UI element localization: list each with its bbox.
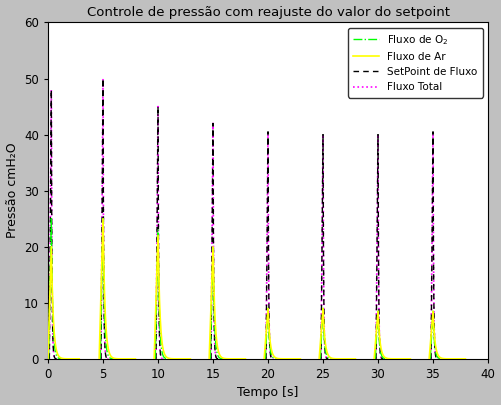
Title: Controle de pressão com reajuste do valor do setpoint: Controle de pressão com reajuste do valo…: [87, 6, 449, 19]
X-axis label: Tempo [s]: Tempo [s]: [237, 386, 299, 399]
Legend: Fluxo de O$_2$, Fluxo de Ar, SetPoint de Fluxo, Fluxo Total: Fluxo de O$_2$, Fluxo de Ar, SetPoint de…: [348, 28, 483, 98]
Y-axis label: Pressão cmH₂O: Pressão cmH₂O: [6, 143, 19, 239]
